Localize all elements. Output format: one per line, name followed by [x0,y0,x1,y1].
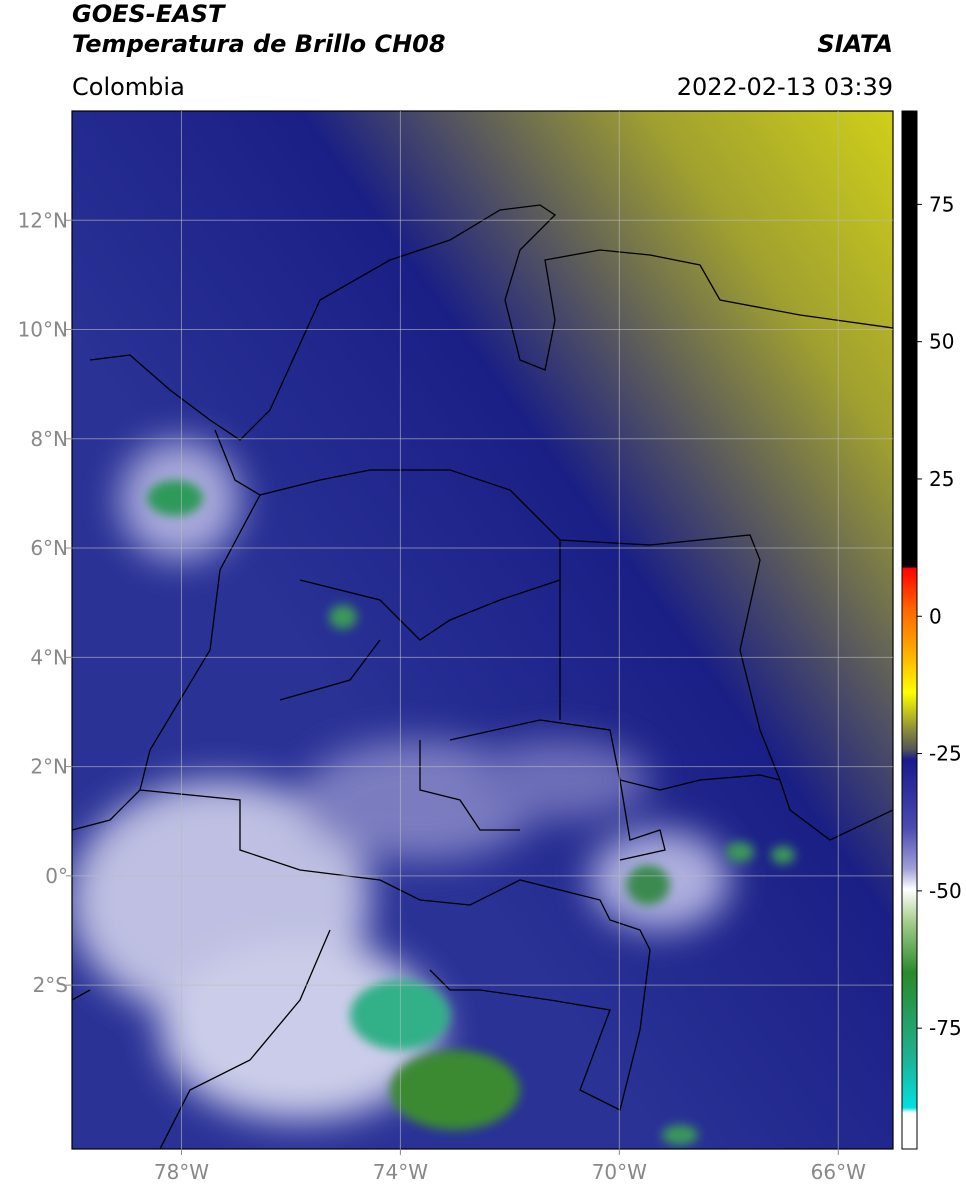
colorbar-tick-label: 50 [929,330,954,354]
colorbar-tick-label: 25 [929,467,954,491]
y-tick-label: 0° [45,864,68,888]
y-tick-label: 2°S [33,973,68,997]
map-image [72,111,893,1149]
colorbar-tick-label: -75 [929,1016,962,1040]
x-tick-label: 74°W [373,1160,428,1184]
y-tick-label: 6°N [30,536,68,560]
subtitle: Colombia [72,73,185,101]
x-tick-label: 78°W [154,1160,209,1184]
y-tick-label: 4°N [30,645,68,669]
colorbar [901,110,918,1150]
y-tick-label: 8°N [30,427,68,451]
timestamp: 2022-02-13 03:39 [677,73,893,101]
colorbar-tick-label: 0 [929,604,942,628]
map-frame [71,110,894,1150]
title-line1: GOES-EAST [72,0,226,28]
y-tick-label: 10°N [18,318,68,342]
source: SIATA [817,30,893,58]
title-line2: Temperatura de Brillo CH08 [72,30,446,58]
colorbar-tick-label: -25 [929,742,962,766]
y-tick-label: 2°N [30,755,68,779]
colorbar-tick-label: 75 [929,192,954,216]
colorbar-tick-label: -50 [929,879,962,903]
y-tick-label: 12°N [18,208,68,232]
x-tick-label: 66°W [811,1160,866,1184]
x-tick-label: 70°W [592,1160,647,1184]
